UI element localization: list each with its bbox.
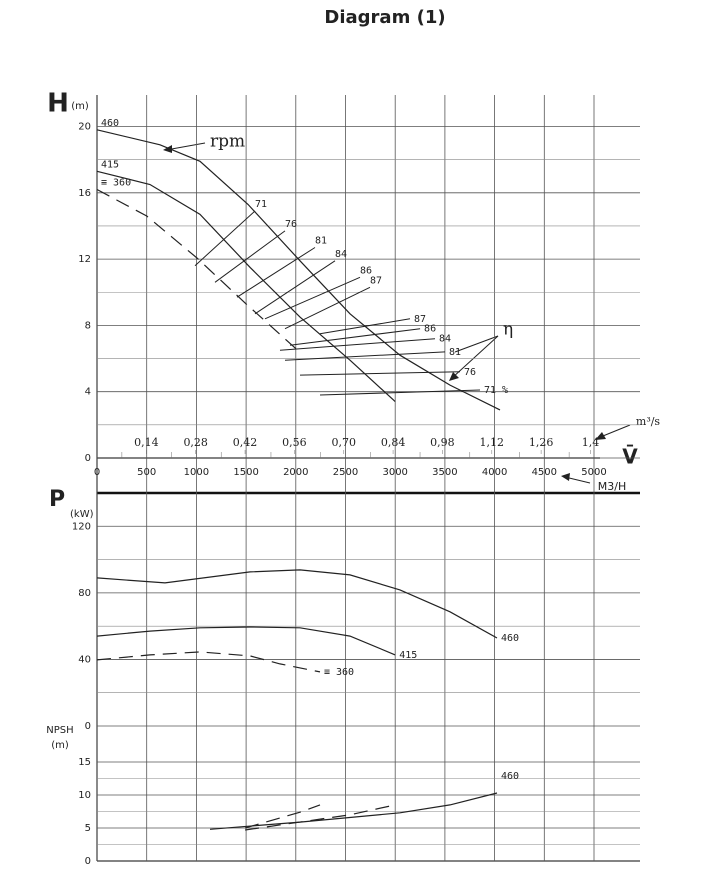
- x-axis-unit: M3/H: [598, 480, 626, 493]
- x-tick-label: 2500: [333, 467, 358, 478]
- efficiency-label: 81: [315, 236, 327, 247]
- x-tick-label: 1500: [233, 467, 258, 478]
- series-label: 415: [399, 650, 417, 661]
- efficiency-label: 87: [370, 275, 382, 286]
- y-axis-unit: (kW): [70, 509, 94, 520]
- y-tick-label: 4: [85, 387, 91, 398]
- x2-tick-label: 1,4: [582, 436, 600, 449]
- x-tick-label: 4000: [482, 467, 507, 478]
- efficiency-line: [299, 371, 461, 376]
- efficiency-label: 71: [255, 199, 267, 210]
- efficiency-line: [194, 210, 256, 267]
- curve: [96, 170, 396, 403]
- y-axis-label: P: [49, 487, 65, 512]
- series-label: ≡ 360: [324, 667, 354, 678]
- arrow: [451, 335, 499, 379]
- arrow: [165, 142, 206, 151]
- x2-tick-label: 1,12: [480, 436, 505, 449]
- efficiency-line: [284, 351, 446, 361]
- series-label: ≡ 360: [101, 178, 131, 189]
- efficiency-label: 84: [439, 334, 451, 345]
- efficiency-line: [214, 230, 286, 283]
- arrow-head: [449, 372, 459, 381]
- y-axis-label: H: [47, 89, 69, 119]
- y-tick-label: 16: [78, 188, 91, 199]
- y-tick-label: 120: [72, 521, 91, 532]
- x2-tick-label: 0,98: [430, 436, 455, 449]
- efficiency-label: 87: [414, 314, 426, 325]
- curve: [244, 804, 321, 829]
- series-label: 460: [501, 771, 519, 782]
- curve: [96, 569, 498, 639]
- x2-tick-label: 1,26: [529, 436, 554, 449]
- y-tick-label: 40: [78, 654, 91, 665]
- y-tick-label: 15: [78, 757, 91, 768]
- efficiency-label: 71 %: [484, 385, 508, 396]
- y-tick-label: 0: [85, 856, 91, 867]
- x-tick-label: 1000: [184, 467, 209, 478]
- efficiency-line: [319, 389, 481, 396]
- x-tick-label: 3500: [432, 467, 457, 478]
- arrow-head: [163, 145, 172, 153]
- efficiency-label: 81: [449, 347, 461, 358]
- efficiency-line: [279, 338, 436, 351]
- series-label: 415: [101, 159, 119, 170]
- efficiency-label: 86: [360, 265, 372, 276]
- y-tick-label: 10: [78, 790, 91, 801]
- efficiency-line: [254, 260, 336, 315]
- arrow-head: [595, 432, 606, 440]
- x-axis-label: V̄: [622, 445, 638, 469]
- curve: [96, 188, 297, 350]
- y-axis-unit: (m): [71, 101, 89, 112]
- efficiency-line: [289, 328, 421, 346]
- curve: [209, 792, 498, 830]
- x-tick-label: 4500: [532, 467, 557, 478]
- title: Diagram (1): [324, 7, 445, 28]
- annotation: rpm: [210, 132, 245, 152]
- x-tick-label: 3000: [382, 467, 407, 478]
- x2-tick-label: 0,42: [233, 436, 258, 449]
- x-tick-label: 0: [94, 467, 100, 478]
- y-tick-label: 0: [85, 453, 91, 464]
- efficiency-label: 86: [424, 324, 436, 335]
- efficiency-label: 76: [464, 367, 476, 378]
- x-tick-label: 5000: [581, 467, 606, 478]
- annotation: η: [503, 320, 513, 340]
- x-tick-label: 2000: [283, 467, 308, 478]
- y-tick-label: 8: [85, 320, 91, 331]
- y-tick-label: 12: [78, 254, 91, 265]
- x2-tick-label: 0,84: [381, 436, 406, 449]
- curve: [96, 129, 501, 411]
- series-label: 460: [501, 633, 519, 644]
- x2-tick-label: 0,14: [134, 436, 159, 449]
- efficiency-line: [319, 318, 411, 335]
- arrow: [454, 335, 499, 353]
- efficiency-label: 84: [335, 249, 347, 260]
- y-tick-label: 80: [78, 588, 91, 599]
- y-tick-label: 0: [85, 721, 91, 732]
- x2-axis-label: m³/s: [636, 415, 661, 428]
- curve: [96, 626, 396, 656]
- efficiency-line: [284, 286, 371, 330]
- x-tick-label: 500: [137, 467, 156, 478]
- efficiency-line: [264, 276, 361, 320]
- y-axis-unit: (m): [51, 740, 69, 751]
- y-axis-label: NPSH: [46, 725, 73, 736]
- x2-tick-label: 0,28: [183, 436, 208, 449]
- x2-tick-label: 0,56: [282, 436, 307, 449]
- y-tick-label: 20: [78, 122, 91, 133]
- curve: [96, 651, 321, 673]
- efficiency-label: 76: [285, 219, 297, 230]
- arrow-head: [561, 473, 570, 481]
- efficiency-line: [236, 247, 316, 298]
- y-tick-label: 5: [85, 823, 91, 834]
- curve: [245, 804, 396, 831]
- x2-tick-label: 0,70: [331, 436, 356, 449]
- series-label: 460: [101, 118, 119, 129]
